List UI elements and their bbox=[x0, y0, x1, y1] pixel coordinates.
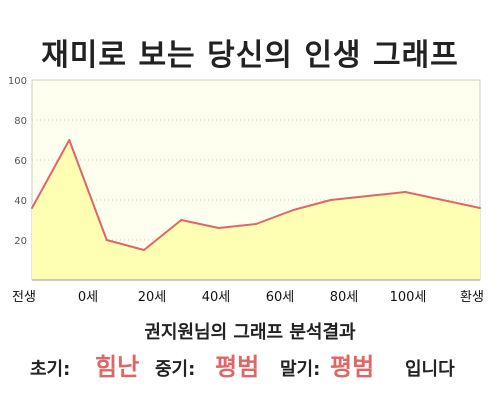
x-tick-label: 20세 bbox=[138, 290, 167, 305]
late-value: 평범 bbox=[330, 353, 375, 381]
data-point bbox=[367, 195, 369, 197]
late-label: 말기: bbox=[280, 359, 321, 380]
result-heading: 권지원님의 그래프 분석결과 bbox=[144, 322, 356, 343]
data-point bbox=[31, 207, 33, 209]
result-ending: 입니다 bbox=[405, 359, 455, 380]
data-point bbox=[105, 239, 108, 241]
x-tick-label: 전생 bbox=[12, 290, 36, 305]
y-tick-label: 100 bbox=[8, 76, 27, 87]
data-point bbox=[479, 207, 481, 209]
y-tick-label: 20 bbox=[14, 236, 27, 247]
x-tick-label: 환생 bbox=[460, 290, 484, 305]
y-tick-label: 40 bbox=[14, 196, 27, 207]
data-point bbox=[329, 199, 332, 201]
data-point bbox=[404, 191, 407, 193]
x-tick-label: 80세 bbox=[330, 290, 359, 305]
y-axis-ticks: 20 40 60 80 100 bbox=[8, 76, 27, 247]
x-tick-label: 100세 bbox=[390, 290, 427, 305]
y-tick-label: 80 bbox=[14, 116, 27, 127]
data-point bbox=[292, 209, 295, 211]
data-point bbox=[217, 227, 220, 229]
life-graph-chart: 20 40 60 80 100 전생 0세 20세 40세 60세 80세 100세 환생 bbox=[8, 76, 484, 305]
x-tick-label: 40세 bbox=[202, 290, 231, 305]
data-points bbox=[31, 139, 481, 251]
early-label: 초기: bbox=[30, 359, 71, 380]
data-point bbox=[143, 249, 145, 251]
x-axis-ticks: 전생 0세 20세 40세 60세 80세 100세 환생 bbox=[12, 290, 484, 305]
early-value: 힘난 bbox=[95, 353, 140, 381]
x-tick-label: 60세 bbox=[266, 290, 295, 305]
y-tick-label: 60 bbox=[14, 156, 27, 167]
x-tick-label: 0세 bbox=[78, 290, 98, 305]
result-stages: 초기: 힘난 중기: 평범 말기: 평범 입니다 bbox=[0, 343, 500, 383]
mid-label: 중기: bbox=[155, 359, 196, 380]
data-point bbox=[180, 219, 183, 221]
data-point bbox=[68, 139, 71, 141]
data-point bbox=[255, 223, 257, 225]
chart-title: 재미로 보는 당신의 인생 그래프 bbox=[41, 38, 459, 73]
data-point bbox=[441, 199, 444, 201]
life-area-fill bbox=[32, 140, 480, 280]
mid-value: 평범 bbox=[215, 353, 260, 381]
